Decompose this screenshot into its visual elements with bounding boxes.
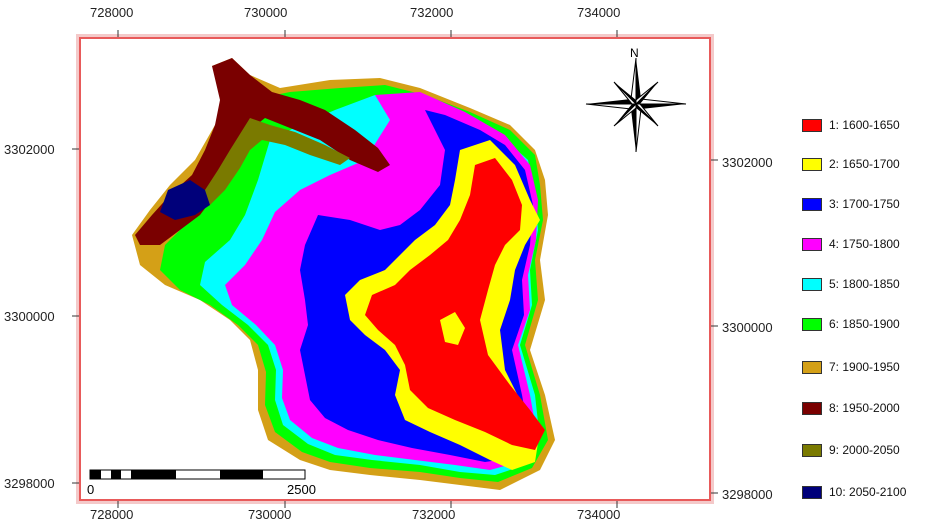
zone-red — [365, 158, 545, 450]
legend-swatch — [802, 157, 822, 171]
legend-label: 8: 1950-2000 — [829, 401, 900, 415]
legend-item: 10: 2050-2100 — [802, 482, 906, 502]
legend-item: 9: 2000-2050 — [802, 440, 900, 460]
legend-label: 2: 1650-1700 — [829, 157, 900, 171]
legend-label: 9: 2000-2050 — [829, 443, 900, 457]
top-tick-label: 734000 — [577, 5, 621, 20]
legend-swatch — [802, 197, 822, 211]
top-tick-label: 730000 — [244, 5, 288, 20]
north-label: N — [630, 46, 639, 60]
legend-item: 7: 1900-1950 — [802, 357, 900, 377]
legend-swatch — [802, 443, 822, 457]
legend-swatch — [802, 237, 822, 251]
legend-swatch — [802, 485, 822, 499]
zone-yellow-island — [440, 312, 465, 345]
scale-start-label: 0 — [87, 482, 94, 497]
legend-label: 4: 1750-1800 — [829, 237, 900, 251]
legend-label: 6: 1850-1900 — [829, 317, 900, 331]
map-frame — [79, 37, 711, 501]
zone-olive — [195, 118, 350, 210]
legend-item: 1: 1600-1650 — [802, 115, 900, 135]
scale-end-label: 2500 — [287, 482, 316, 497]
legend-item: 2: 1650-1700 — [802, 154, 900, 174]
top-tick-label: 732000 — [410, 5, 454, 20]
top-tick-label: 728000 — [90, 5, 134, 20]
right-tick-label: 3300000 — [722, 320, 773, 335]
zone-navy — [160, 180, 210, 220]
legend-label: 7: 1900-1950 — [829, 360, 900, 374]
legend-item: 5: 1800-1850 — [802, 274, 900, 294]
legend-swatch — [802, 360, 822, 374]
bottom-tick-label: 730000 — [248, 507, 292, 522]
legend-label: 10: 2050-2100 — [829, 485, 907, 499]
legend-swatch — [802, 317, 822, 331]
legend-item: 8: 1950-2000 — [802, 398, 900, 418]
legend-swatch — [802, 118, 822, 132]
left-tick-label: 3300000 — [4, 309, 55, 324]
bottom-tick-label: 728000 — [90, 507, 134, 522]
legend-item: 3: 1700-1750 — [802, 194, 900, 214]
legend-label: 5: 1800-1850 — [829, 277, 900, 291]
legend-swatch — [802, 277, 822, 291]
right-tick-label: 3298000 — [722, 487, 773, 502]
left-tick-label: 3302000 — [4, 142, 55, 157]
frame-tick-marks — [72, 30, 718, 508]
bottom-tick-label: 734000 — [577, 507, 621, 522]
bottom-tick-label: 732000 — [412, 507, 456, 522]
scale-bar — [89, 469, 306, 480]
right-tick-label: 3302000 — [722, 155, 773, 170]
legend-swatch — [802, 401, 822, 415]
legend-item: 4: 1750-1800 — [802, 234, 900, 254]
legend-label: 3: 1700-1750 — [829, 197, 900, 211]
legend-item: 6: 1850-1900 — [802, 314, 900, 334]
left-tick-label: 3298000 — [4, 476, 55, 491]
legend-label: 1: 1600-1650 — [829, 118, 900, 132]
north-arrow-icon — [585, 57, 687, 153]
